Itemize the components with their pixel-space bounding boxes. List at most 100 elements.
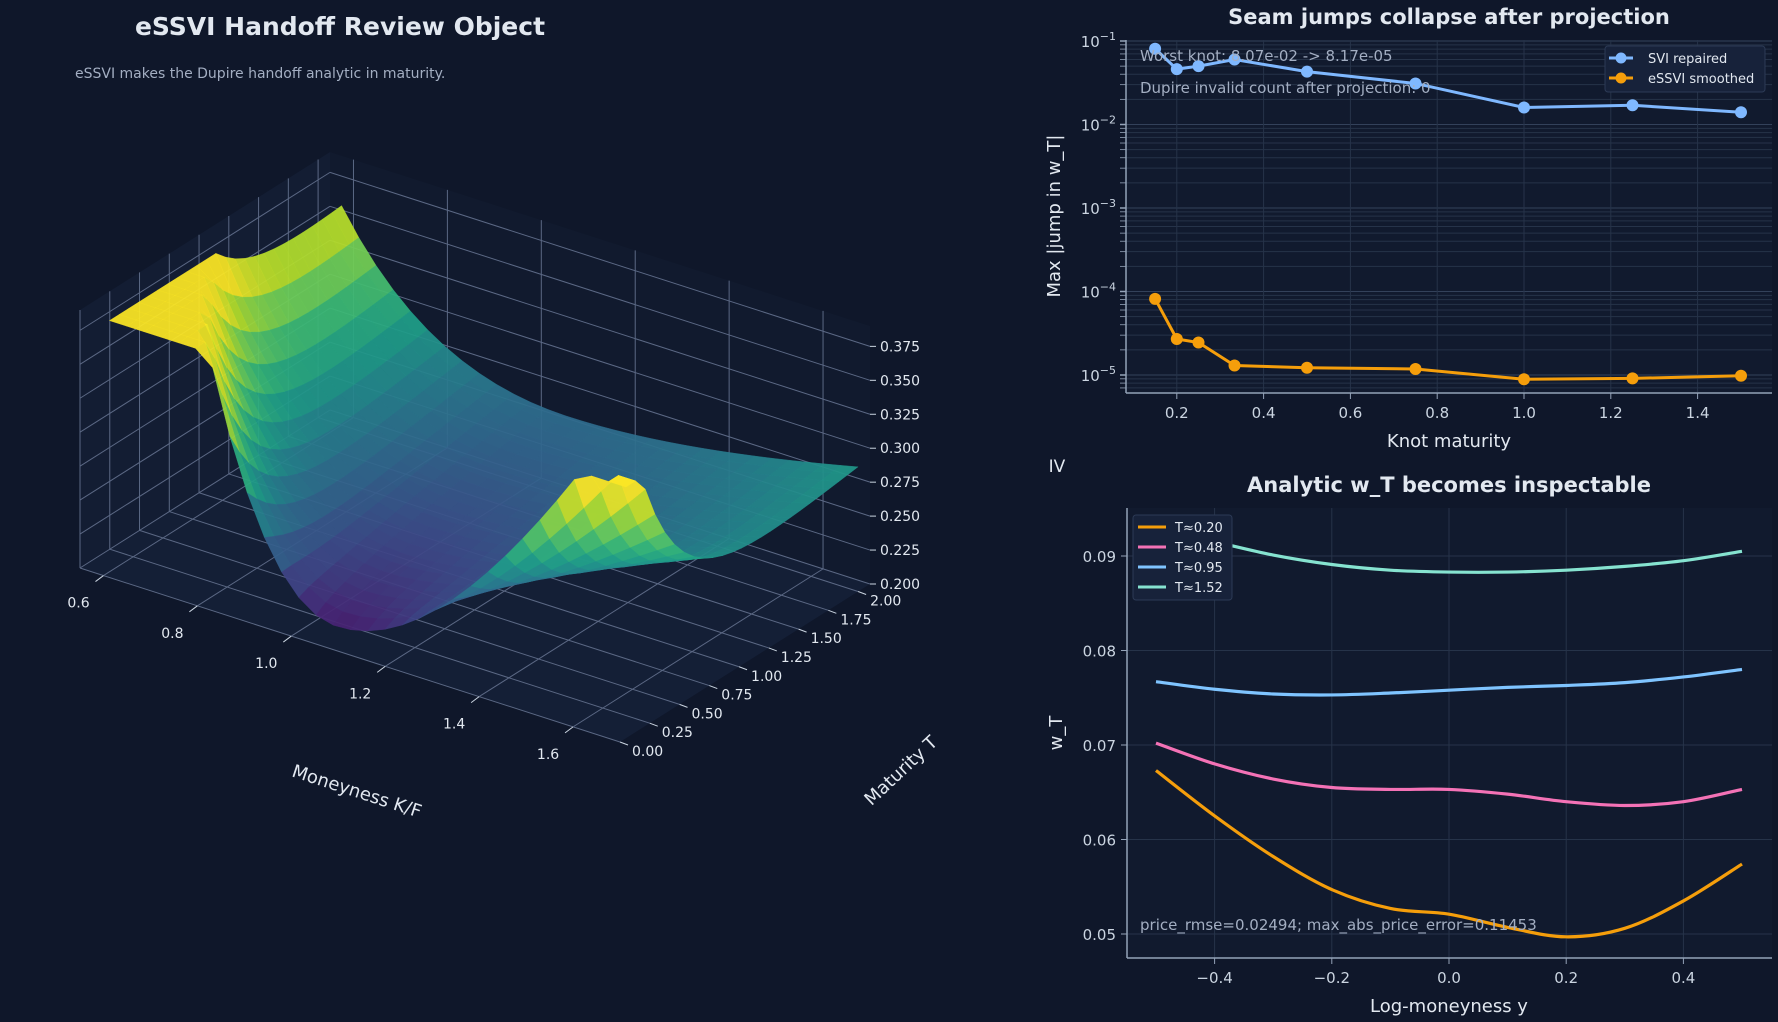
series-line-0	[1155, 769, 1743, 939]
chart-title: Seam jumps collapse after projection	[1228, 5, 1670, 29]
tick-x	[283, 635, 292, 643]
data-point	[1518, 373, 1530, 386]
tick-x	[95, 575, 104, 582]
grid	[1120, 40, 1772, 399]
data-point	[1735, 106, 1747, 119]
tick-y	[738, 666, 748, 671]
legend: SVI repaired eSSVI smoothed	[1604, 45, 1766, 93]
x-tick-label: 0.6	[1338, 404, 1362, 422]
tick-label: 1.2	[349, 686, 371, 702]
series-lines	[1149, 42, 1747, 386]
data-point	[1228, 53, 1241, 66]
legend-marker-svi	[1615, 52, 1627, 64]
x-tick-label: 0.4	[1252, 404, 1276, 422]
surface-subtitle: eSSVI makes the Dupire handoff analytic …	[75, 66, 445, 82]
tick-y	[679, 703, 688, 708]
series-line-1	[1155, 741, 1743, 808]
tick-label: 1.00	[751, 669, 782, 685]
gridline-3d	[329, 205, 871, 381]
x-tick-label: 1.4	[1686, 404, 1710, 422]
legend-label: T≈0.95	[1174, 561, 1223, 576]
data-point	[1192, 60, 1205, 73]
gridline-3d	[329, 239, 871, 415]
data-point	[1170, 63, 1183, 76]
gridline-3d	[109, 548, 650, 724]
tick-label: 0.350	[880, 373, 920, 389]
legend-marker-essvi	[1615, 72, 1627, 84]
annotation-price-error: price_rmse=0.02494; max_abs_price_error=…	[1140, 916, 1537, 935]
tick-label: 0.8	[161, 626, 183, 642]
tick-label: 1.50	[811, 631, 842, 647]
chart-title: Analytic w_T becomes inspectable	[1247, 473, 1651, 497]
data-point	[1626, 372, 1639, 385]
tick-y	[828, 609, 837, 614]
y-tick-label: 10−5	[1081, 364, 1116, 385]
y-tick-label: 0.09	[1083, 548, 1116, 566]
tick-y	[857, 591, 867, 595]
series-lines	[1155, 527, 1743, 939]
y-tick-label: 10−4	[1081, 281, 1116, 302]
annotation-dupire-count: Dupire invalid count after projection: 0	[1140, 79, 1431, 97]
x-tick-label: 0.8	[1425, 404, 1449, 422]
data-point	[1228, 359, 1241, 372]
data-point	[1301, 65, 1313, 78]
y-tick-label: 10−2	[1081, 114, 1116, 135]
tick-label: 0.250	[880, 509, 920, 525]
tick-labels: −0.4 −0.2 0.0 0.2 0.4 0.05 0.06 0.07 0.08 0.09	[1083, 548, 1696, 987]
data-point	[1170, 332, 1183, 345]
x-tick-label: 0.2	[1554, 969, 1578, 987]
y-tick-label: 10−3	[1081, 197, 1116, 218]
surface-ticks: 0.6 0.8 1.0 1.2 1.4 1.6 0.00 0.25 0.50 0.75 1.00 1.…	[67, 339, 920, 763]
x-tick-label: 1.0	[1512, 404, 1536, 422]
legend-label: T≈1.52	[1174, 581, 1223, 596]
y-tick-label: 0.05	[1083, 926, 1116, 944]
legend-label-essvi: eSSVI smoothed	[1648, 72, 1754, 87]
tick-label: 0.275	[880, 475, 920, 491]
data-point	[1518, 101, 1530, 114]
legend: T≈0.20 T≈0.48 T≈0.95 T≈1.52	[1132, 514, 1233, 601]
tick-label: 0.200	[880, 577, 920, 593]
tick-label: 0.225	[880, 543, 920, 559]
tick-label: 0.75	[721, 688, 752, 704]
gridline-3d	[329, 273, 871, 449]
surface-panel: eSSVI Handoff Review Object eSSVI makes …	[67, 12, 1065, 823]
surface-patch	[608, 475, 637, 488]
y-tick-label: 0.07	[1083, 737, 1116, 755]
x-axis-label: Log-moneyness y	[1370, 996, 1528, 1017]
y-tick-label: 10−1	[1081, 30, 1116, 51]
tick-label: 0.325	[880, 407, 920, 423]
surface-ylabel: Maturity T	[860, 731, 942, 810]
x-axis-label: Knot maturity	[1387, 431, 1511, 452]
gridline-3d	[79, 171, 331, 331]
seam-jump-chart: 0.2 0.4 0.6 0.8 1.0 1.2 1.4 10−5 10−4 10−3 10−2 10−…	[1044, 5, 1772, 452]
legend-label: T≈0.20	[1174, 521, 1223, 536]
tick-label: 2.00	[870, 594, 901, 610]
tick-x	[376, 665, 386, 673]
tick-label: 1.4	[443, 717, 465, 733]
annotation-worst-knot: Worst knot: 8.07e-02 -> 8.17e-05	[1140, 47, 1393, 65]
tick-y	[798, 628, 807, 633]
grid	[1121, 508, 1772, 964]
tick-label: 0.300	[880, 441, 920, 457]
y-tick-label: 0.06	[1083, 832, 1116, 850]
surface-xlabel: Moneyness K/F	[289, 761, 424, 823]
tick-x	[189, 605, 198, 613]
tick-labels: 0.2 0.4 0.6 0.8 1.0 1.2 1.4 10−5 10−4 10−3 10−2 10−…	[1081, 30, 1710, 422]
x-tick-label: 1.2	[1599, 404, 1623, 422]
y-axis-label: Max |jump in w_T|	[1044, 134, 1065, 297]
w-t-chart: −0.4 −0.2 0.0 0.2 0.4 0.05 0.06 0.07 0.08 0.09 An…	[1046, 473, 1772, 1017]
tick-y	[649, 722, 658, 727]
y-axis-label: w_T	[1046, 715, 1067, 751]
series-line-3	[1155, 527, 1743, 574]
x-tick-label: −0.2	[1314, 969, 1350, 987]
data-point	[1735, 369, 1747, 382]
tick-y	[768, 647, 777, 652]
data-point	[1301, 361, 1313, 374]
tick-label: 1.0	[255, 656, 277, 672]
tick-label: 1.6	[537, 747, 559, 763]
tick-label: 0.375	[880, 339, 920, 355]
data-point	[1149, 292, 1162, 305]
surface-title: eSSVI Handoff Review Object	[135, 12, 545, 41]
gridline-3d	[79, 567, 621, 743]
